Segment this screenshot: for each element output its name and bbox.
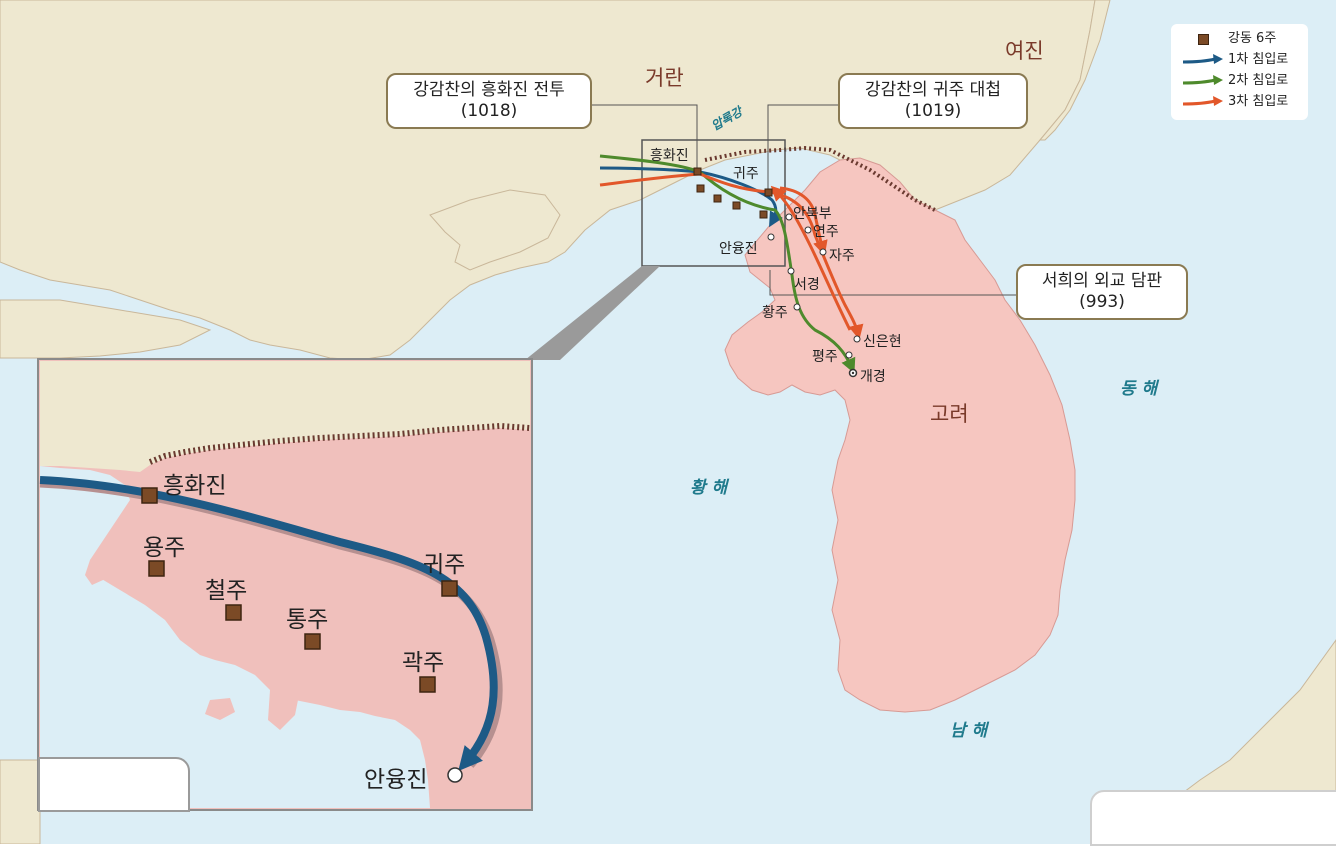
place-label-heunghwajin: 흥화진 [650,148,689,164]
inset-fort-marker [304,633,321,650]
inset-label-cheolju: 철주 [205,578,248,604]
inset-island [268,680,300,730]
legend-item: 강동 6주 [1171,30,1308,48]
fort-marker [764,188,773,197]
china-coast-southwest [0,759,41,844]
route-2-line [599,154,856,374]
city-dot [785,213,793,221]
legend-label: 3차 침입로 [1228,94,1289,109]
place-label-hwangju: 황주 [762,305,788,321]
capital-dot-center [851,371,855,375]
city-dot [853,335,861,343]
shandong-peninsula [0,299,212,359]
callout-title: 강감찬의 흥화진 전투 [413,80,565,100]
callout-year: (1019) [904,101,962,121]
legend-item: 3차 침입로 [1171,93,1308,111]
place-label-pyeongju: 평주 [812,349,838,365]
city-dot [767,233,775,241]
legend-item: 1차 침입로 [1171,51,1308,69]
corner-blank-tab [1090,790,1336,846]
region-label-goryeo: 고려 [930,402,969,426]
northern-continent-land [0,0,1096,361]
place-label-seogyeong: 서경 [794,277,820,293]
sea-label-yellow: 황 해 [690,478,728,498]
inset-connector [525,266,660,360]
leader-line-heunghwajin [590,104,698,168]
inset-label-yongju: 용주 [143,535,186,561]
city-dot [804,226,812,234]
city-dot [819,248,827,256]
arrow-green-icon [1182,75,1223,85]
place-label-anyungjin: 안융진 [719,241,758,257]
leader-line-gwiju [767,104,838,190]
inset-label-anyungjin: 안융진 [364,767,428,793]
inset-fort-marker [441,580,458,597]
fort-marker [696,184,705,193]
inset-blank-tab [38,757,190,812]
inset-fort-marker [148,560,165,577]
city-dot [793,303,801,311]
inset-label-tongju: 통주 [286,607,329,633]
inset-fort-marker [141,487,158,504]
inset-city-dot [447,767,463,783]
fort-marker [693,167,702,176]
leader-line-seohui [769,270,1016,296]
place-label-gwiju: 귀주 [733,166,759,182]
fort-marker [713,194,722,203]
inset-fort-marker [225,604,242,621]
city-dot [845,351,853,359]
northeast-land [1038,0,1111,141]
callout-seohui-talks: 서희의 외교 담판 (993) [1016,264,1188,320]
sea-label-east: 동 해 [1120,379,1158,399]
route-3-retreat-line [779,186,828,256]
place-label-gaegyeong: 개경 [860,369,886,385]
legend-label: 1차 침입로 [1228,52,1289,67]
route-3-return-line [770,185,852,331]
callout-year: (1018) [460,101,518,121]
arrow-orange-icon [1182,96,1223,106]
place-label-yeonju: 연주 [813,224,839,240]
inset-label-heunghwajin: 흥화진 [163,473,227,499]
inset-island [85,548,110,585]
callout-heunghwajin-battle: 강감찬의 흥화진 전투 (1018) [386,73,592,129]
inset-sea [40,466,430,808]
arrow-blue-icon [1182,54,1223,64]
fort-marker [759,210,768,219]
fort-marker [732,201,741,210]
city-dot [787,267,795,275]
liaodong-peninsula [429,189,561,271]
square-marker-icon [1198,34,1209,45]
goryeo-land [724,157,1076,713]
inset-fort-marker [419,676,436,693]
map-legend: 강동 6주 1차 침입로 2차 침입로 3차 침입로 [1171,24,1308,120]
place-label-jaju: 자주 [829,248,855,264]
route-3-line [599,172,864,340]
place-label-sineunhyeon: 신은현 [863,334,902,350]
legend-label: 2차 침입로 [1228,73,1289,88]
callout-year: (993) [1079,292,1125,312]
place-label-anbukbu: 안북부 [793,206,832,222]
region-label-yeojin: 여진 [1005,39,1044,63]
inset-route-1-line [39,476,498,772]
inset-island [205,698,235,720]
inset-label-gwiju: 귀주 [423,552,466,578]
inset-northern-land [40,361,530,472]
callout-title: 강감찬의 귀주 대첩 [865,80,1001,100]
legend-label: 강동 6주 [1228,31,1277,46]
inset-border-hatch [148,422,531,465]
sea-label-south: 남 해 [950,721,988,741]
region-label-georan: 거란 [645,66,684,90]
callout-title: 서희의 외교 담판 [1041,271,1163,291]
inset-label-gwakju: 곽주 [402,650,445,676]
callout-gwiju-battle: 강감찬의 귀주 대첩 (1019) [838,73,1028,129]
legend-item: 2차 침입로 [1171,72,1308,90]
